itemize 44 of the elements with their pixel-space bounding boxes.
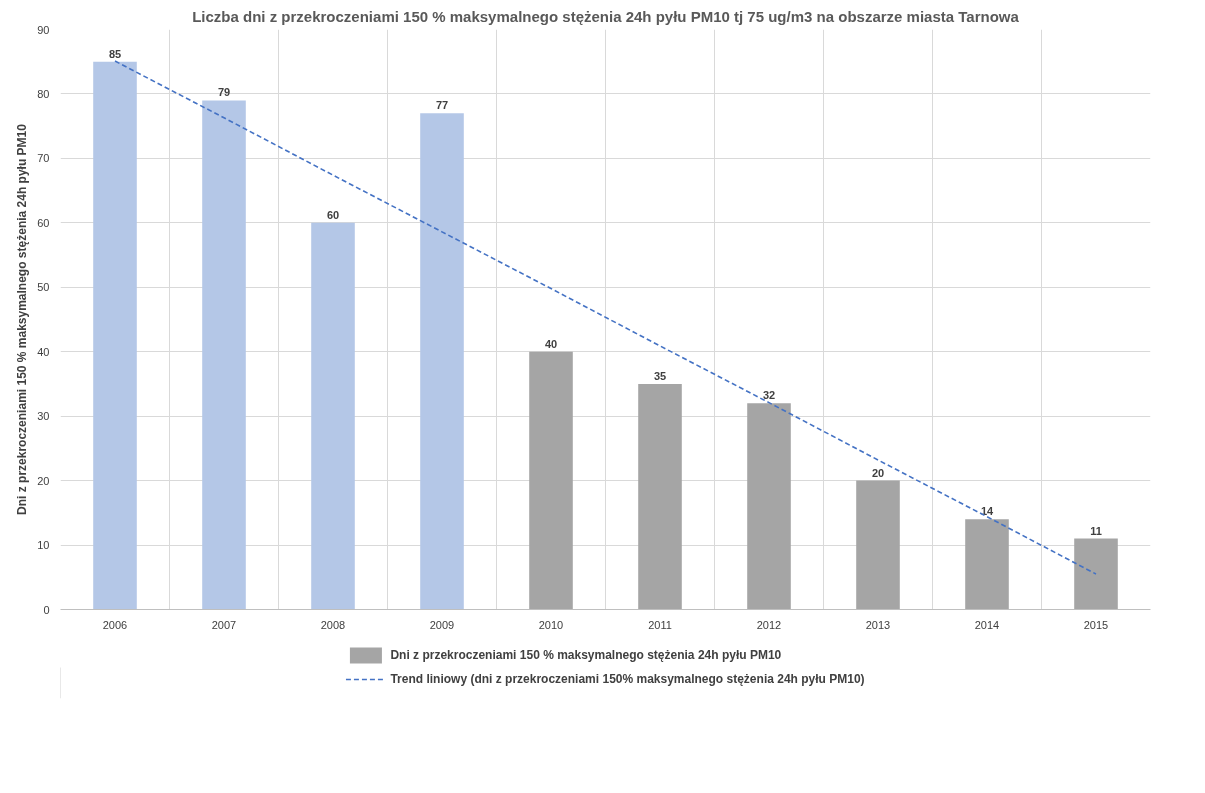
y-tick-label: 60 [37,216,50,229]
x-tick-label: 2009 [429,618,455,631]
bar [311,222,355,610]
data-label: 14 [980,505,994,518]
data-label: 20 [871,466,885,479]
data-label: 35 [653,369,667,382]
y-tick-label: 0 [43,603,50,616]
y-tick-label: 90 [37,23,50,36]
bar [420,113,464,610]
x-tick-label: 2007 [211,618,237,631]
bar [856,480,900,610]
x-tick-label: 2010 [538,618,564,631]
y-tick-label: 40 [37,345,50,358]
y-tick-label: 20 [37,474,50,487]
y-tick-label: 50 [37,281,50,294]
bar [93,61,137,610]
x-tick-label: 2006 [102,618,128,631]
x-tick-label: 2011 [648,618,672,631]
x-tick-label: 2013 [865,618,891,631]
bar [638,383,682,610]
y-axis-title: Dni z przekroczeniami 150 % maksymalnego stężenia 24h pyłu PM10 [15,123,30,515]
chart-title: Liczba dni z przekroczeniami 150 % maksymalnego stężenia 24h pyłu PM10 tj 75 ug/m3 na obszarze miasta Tarnowa [192,7,1020,25]
data-label: 32 [762,389,776,402]
data-label: 85 [108,47,122,60]
data-label: 60 [326,208,340,221]
legend-label: Trend liniowy (dni z przekroczeniami 150% maksymalnego stężenia 24h pyłu PM10) [390,672,865,686]
x-tick-label: 2014 [974,618,1000,631]
x-tick-label: 2008 [320,618,346,631]
bar [965,519,1009,610]
x-tick-label: 2015 [1083,618,1109,631]
bar [202,100,246,610]
y-tick-label: 70 [37,152,50,165]
y-tick-label: 30 [37,410,50,423]
y-tick-label: 80 [37,87,50,100]
data-label: 79 [217,86,231,99]
bar [1074,538,1118,610]
data-label: 11 [1090,524,1102,537]
data-label: 77 [435,99,449,112]
legend-label: Dni z przekroczeniami 150 % maksymalnego stężenia 24h pyłu PM10 [390,648,782,662]
bar [529,351,573,610]
y-tick-label: 10 [37,539,50,552]
x-tick-label: 2012 [756,618,782,631]
bar [747,403,791,610]
data-label: 40 [544,337,558,350]
